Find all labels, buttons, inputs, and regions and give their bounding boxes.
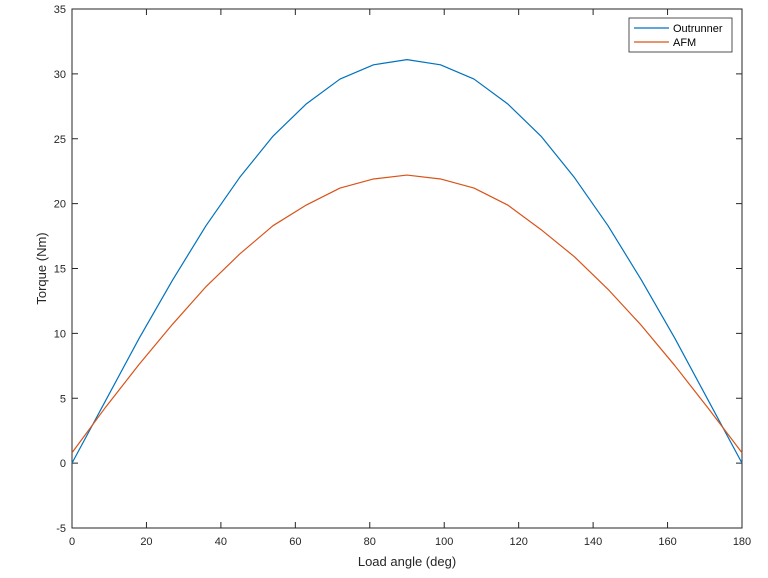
y-tick-label: 10 xyxy=(54,328,66,340)
y-tick-label: 20 xyxy=(54,199,66,211)
y-tick-label: 25 xyxy=(54,134,66,146)
x-tick-label: 80 xyxy=(364,536,376,548)
series-layer xyxy=(71,58,743,464)
x-tick-label: 180 xyxy=(733,536,751,548)
x-tick-label: 100 xyxy=(435,536,453,548)
x-axis-label: Load angle (deg) xyxy=(358,554,456,569)
y-tick-label: 5 xyxy=(60,393,66,405)
x-axis: 0 20 40 60 80 100 120 140 160 180 xyxy=(69,9,751,548)
y-tick-label: 35 xyxy=(54,4,66,16)
y-axis: -5 0 5 10 15 20 25 30 35 xyxy=(54,4,742,535)
x-tick-label: 140 xyxy=(584,536,602,548)
legend-box xyxy=(628,17,733,53)
y-tick-label: 15 xyxy=(54,264,66,276)
x-tick-label: 60 xyxy=(289,536,301,548)
legend-label-afm: AFM xyxy=(673,37,696,49)
plot-frame xyxy=(71,8,743,529)
x-tick-label: 160 xyxy=(658,536,676,548)
y-axis-label: Torque (Nm) xyxy=(34,232,49,304)
legend-label-outrunner: Outrunner xyxy=(673,23,723,35)
y-tick-label: -5 xyxy=(56,523,66,535)
x-tick-label: 20 xyxy=(140,536,152,548)
legend: Outrunner AFM xyxy=(628,17,733,53)
y-tick-label: 30 xyxy=(54,69,66,81)
plot-area xyxy=(71,8,743,529)
x-tick-label: 40 xyxy=(215,536,227,548)
x-tick-label: 120 xyxy=(509,536,527,548)
series-line-outrunner xyxy=(71,58,743,464)
x-tick-label: 0 xyxy=(69,536,75,548)
y-tick-label: 0 xyxy=(60,458,66,470)
series-line-afm xyxy=(71,174,743,454)
